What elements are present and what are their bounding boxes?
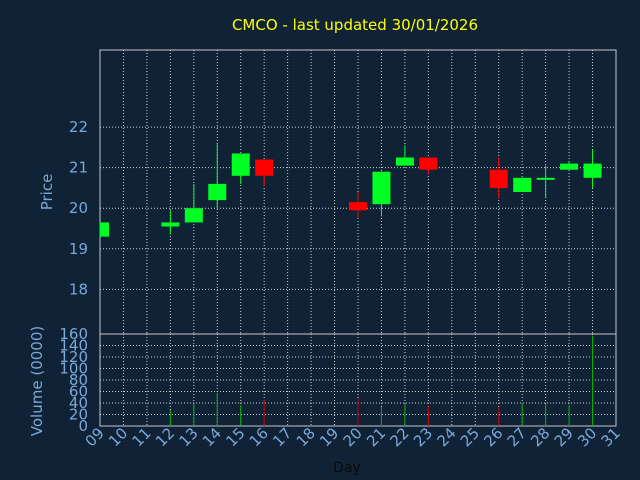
x-tick-label: 25 — [457, 424, 483, 450]
chart-title: CMCO - last updated 30/01/2026 — [232, 16, 478, 34]
candle-body — [560, 163, 579, 170]
candle-body — [395, 157, 414, 166]
x-tick-label: 16 — [246, 424, 272, 450]
volume-tick-label: 0 — [78, 417, 88, 435]
x-tick-label: 24 — [433, 424, 459, 450]
candles — [99, 143, 602, 237]
x-tick-label: 20 — [340, 424, 366, 450]
price-tick-label: 22 — [69, 118, 88, 136]
price-tick-label: 19 — [69, 240, 88, 258]
x-tick-label: 10 — [105, 424, 131, 450]
candle-body — [513, 177, 532, 192]
volume-tick-label: 80 — [69, 371, 88, 389]
x-tick-label: 21 — [363, 424, 389, 450]
candle-body — [372, 171, 391, 205]
x-tick-label: 31 — [598, 424, 624, 450]
candle-body — [489, 169, 508, 188]
volume-tick-label: 100 — [59, 360, 88, 378]
volume-tick-label: 40 — [69, 394, 88, 412]
candle-body — [100, 222, 109, 237]
x-tick-label: 11 — [129, 424, 155, 450]
x-tick-label: 23 — [410, 424, 436, 450]
volume-tick-label: 60 — [69, 383, 88, 401]
volume-tick-label: 140 — [59, 337, 88, 355]
price-tick-labels: 18 19 20 21 22 — [69, 118, 88, 298]
candle-body — [583, 163, 602, 178]
price-tick-label: 18 — [69, 280, 88, 298]
x-tick-label: 17 — [269, 424, 295, 450]
price-tick-label: 21 — [69, 159, 88, 177]
x-tick-label: 26 — [480, 424, 506, 450]
price-tick-label: 20 — [69, 199, 88, 217]
x-tick-label: 22 — [387, 424, 413, 450]
x-tick-label: 19 — [316, 424, 342, 450]
volume-axis-label: Volume (0000) — [28, 326, 46, 436]
x-tick-label: 28 — [527, 424, 553, 450]
y-axis-label: Price — [38, 174, 56, 211]
x-axis-label: Day — [333, 460, 361, 476]
volume-tick-label: 20 — [69, 406, 88, 424]
x-tick-label: 13 — [175, 424, 201, 450]
x-tick-label: 15 — [222, 424, 248, 450]
x-tick-label: 30 — [574, 424, 600, 450]
x-tick-labels: 0910111213141516171819202122232425262728… — [82, 424, 624, 450]
price-panel: 18 19 20 21 22 — [69, 49, 617, 335]
x-tick-label: 12 — [152, 424, 178, 450]
volume-tick-label: 120 — [59, 348, 88, 366]
candle-body — [208, 183, 227, 201]
candle-body — [161, 222, 180, 227]
x-tick-label: 18 — [293, 424, 319, 450]
candle-body — [349, 202, 367, 211]
candle-body — [184, 208, 203, 223]
x-tick-label: 14 — [199, 424, 225, 450]
volume-bars — [169, 335, 594, 426]
candle-body — [419, 157, 438, 170]
volume-tick-label: 160 — [59, 325, 88, 343]
volume-grid — [100, 334, 616, 426]
x-tick-label: 27 — [504, 424, 530, 450]
candle-body — [536, 177, 555, 180]
candle-body — [255, 159, 274, 176]
candle-body — [231, 153, 250, 176]
x-tick-label: 29 — [551, 424, 577, 450]
